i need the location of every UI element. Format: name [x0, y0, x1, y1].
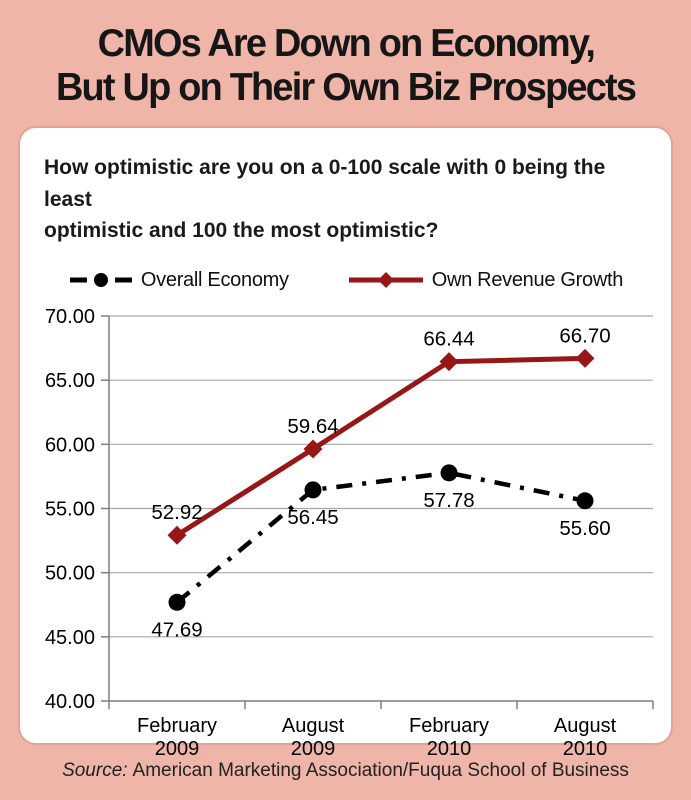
x-tick-label: August 2009	[282, 715, 345, 760]
survey-question-line-2: optimistic and 100 the most optimistic?	[44, 219, 439, 242]
diamond-line-marker-icon	[348, 272, 423, 288]
data-point-own-revenue-growth	[167, 525, 187, 545]
x-tick-label: February 2009	[137, 715, 217, 760]
y-tick-label: 45.00	[45, 626, 95, 648]
chart-panel: How optimistic are you on a 0-100 scale …	[18, 126, 673, 760]
chart-legend: Overall Economy Own Revenue Growth	[20, 269, 671, 292]
data-point-overall-economy	[168, 593, 186, 611]
y-tick-label: 70.00	[45, 306, 95, 328]
survey-question-line-1: How optimistic are you on a 0-100 scale …	[44, 156, 606, 211]
series-line-own-revenue-growth	[175, 355, 586, 537]
x-tick-label: February 2010	[409, 715, 489, 760]
y-tick-label: 40.00	[45, 691, 95, 713]
chart-area: 40.00 45.00 50.00 55.00 60.00 65.00 70.00 Febru…	[20, 300, 671, 775]
data-label-own-revenue-growth: 59.64	[287, 414, 338, 437]
dash-dot-line-marker-icon	[69, 273, 132, 287]
y-tick-label: 65.00	[45, 370, 95, 392]
legend-item-overall-economy: Overall Economy	[68, 269, 289, 292]
data-point-own-revenue-growth	[303, 438, 323, 458]
data-label-overall-economy: 47.69	[151, 618, 202, 641]
source-text: American Marketing Association/Fuqua Sch…	[132, 760, 629, 781]
legend-label-own-revenue-growth: Own Revenue Growth	[431, 268, 624, 291]
data-point-own-revenue-growth	[439, 351, 459, 371]
source-label: Source:	[62, 760, 128, 781]
y-tick-label: 50.00	[45, 562, 95, 584]
y-tick-label: 60.00	[45, 434, 95, 456]
legend-item-own-revenue-growth: Own Revenue Growth	[347, 269, 623, 292]
data-point-own-revenue-growth	[575, 348, 595, 368]
page-title-line-1: CMOs Are Down on Economy,	[97, 21, 595, 65]
legend-label-overall-economy: Overall Economy	[140, 268, 289, 291]
data-point-overall-economy	[304, 480, 322, 498]
data-label-overall-economy: 55.60	[559, 516, 610, 539]
y-tick-label: 55.00	[45, 498, 95, 520]
series-line-overall-economy	[175, 470, 586, 604]
x-tick-label: August 2010	[554, 715, 617, 760]
page-title-line-2: But Up on Their Own Biz Prospects	[55, 66, 637, 109]
data-label-overall-economy: 57.78	[423, 488, 474, 511]
data-label-own-revenue-growth: 66.70	[559, 324, 610, 347]
data-point-overall-economy	[576, 491, 594, 509]
source-note: Source: American Marketing Association/Fu…	[0, 760, 691, 782]
data-label-own-revenue-growth: 52.92	[151, 501, 202, 524]
data-label-overall-economy: 56.45	[287, 505, 338, 528]
data-point-overall-economy	[440, 463, 458, 481]
line-chart: 40.00 45.00 50.00 55.00 60.00 65.00 70.00 Febru…	[45, 306, 654, 760]
data-label-own-revenue-growth: 66.44	[423, 327, 474, 350]
survey-question: How optimistic are you on a 0-100 scale …	[20, 128, 671, 247]
page-header: CMOs Are Down on Economy, But Up on Thei…	[0, 0, 691, 126]
